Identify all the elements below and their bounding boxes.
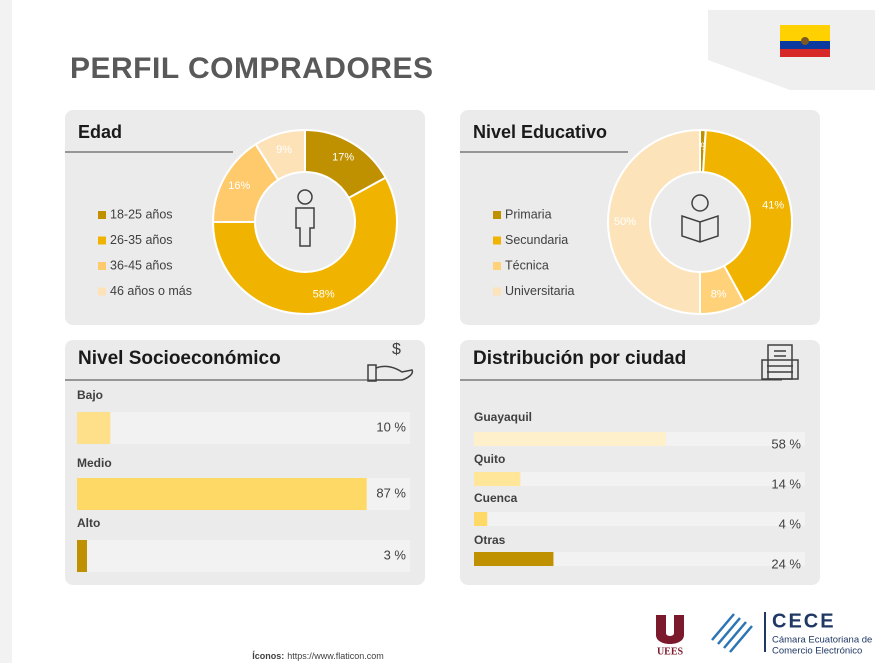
bar-track	[474, 552, 805, 566]
category-label: Bajo	[77, 388, 103, 402]
data-label: 9%	[276, 144, 292, 156]
legend-swatch	[493, 287, 501, 296]
legend-swatch	[493, 236, 501, 245]
footer: Íconos: https://www.flaticon.com	[252, 651, 384, 661]
legend-label: 26-35 años	[110, 233, 173, 247]
legend-label: Técnica	[505, 258, 549, 272]
data-label: 10 %	[376, 419, 406, 434]
data-label: 58%	[313, 289, 335, 301]
legend-label: Universitaria	[505, 284, 575, 298]
legend-label: 46 años o más	[110, 284, 192, 298]
chart-title: Distribución por ciudad	[473, 348, 686, 369]
legend-swatch	[98, 211, 106, 219]
page-title: PERFIL COMPRADORES	[70, 52, 433, 85]
category-label: Guayaquil	[474, 410, 532, 424]
legend-label: 36-45 años	[110, 258, 173, 272]
data-label: 41%	[762, 200, 784, 212]
chart-title: Edad	[78, 122, 122, 142]
donut-segment	[607, 128, 701, 316]
data-label: 24 %	[771, 556, 801, 571]
legend-swatch	[98, 287, 106, 296]
data-label: 3 %	[384, 547, 407, 562]
data-label: 14 %	[771, 476, 801, 491]
panel	[65, 340, 425, 585]
bar	[474, 472, 521, 486]
legend-swatch	[493, 262, 501, 270]
category-label: Medio	[77, 456, 112, 470]
legend-swatch	[493, 211, 501, 219]
reader-icon	[681, 194, 719, 243]
category-label: Otras	[474, 533, 506, 547]
bar-track	[474, 512, 805, 526]
legend-swatch	[98, 262, 106, 270]
data-label: 50%	[614, 216, 636, 228]
donut-segment	[254, 128, 306, 182]
category-label: Quito	[474, 452, 505, 466]
data-label: 17%	[332, 151, 354, 163]
legend-label: 18-25 años	[110, 207, 173, 221]
legend-label: Secundaria	[505, 233, 568, 247]
chart-title: Nivel Educativo	[473, 122, 607, 142]
person-icon	[295, 189, 315, 247]
bar	[77, 540, 87, 572]
flag	[780, 25, 830, 57]
logo-text: UEES	[657, 646, 684, 657]
svg-text:$: $	[392, 341, 401, 358]
bar	[77, 412, 111, 444]
donut-segment	[702, 129, 793, 304]
bar	[474, 512, 488, 526]
divider	[764, 612, 766, 652]
footer-url: https://www.flaticon.com	[287, 651, 384, 661]
data-label: 8%	[711, 289, 727, 301]
bar-track	[77, 412, 410, 444]
bar	[77, 478, 367, 510]
logo-text: Cámara Ecuatoriana de	[772, 635, 872, 646]
panel	[460, 340, 820, 585]
data-label: 87 %	[376, 485, 406, 500]
logo-text: Comercio Electrónico	[772, 646, 862, 657]
legend-swatch	[98, 236, 106, 245]
bar	[474, 432, 666, 446]
bar	[474, 552, 554, 566]
left-border	[0, 0, 12, 663]
bar-track	[474, 472, 805, 486]
cece-mark	[711, 613, 753, 653]
data-label: 58 %	[771, 436, 801, 451]
category-label: Alto	[77, 516, 100, 530]
chart-title: Nivel Socioeconómico	[78, 348, 281, 369]
building-icon	[761, 344, 799, 380]
data-label: 4 %	[779, 516, 802, 531]
footer-label: Íconos:	[252, 651, 284, 661]
uees-logo: UEES	[656, 615, 684, 657]
category-label: Cuenca	[474, 491, 518, 505]
donut-segment	[211, 176, 398, 315]
data-label: 16%	[228, 180, 250, 192]
money-hand-icon: $	[367, 341, 414, 382]
legend-label: Primaria	[505, 207, 552, 221]
logo-text: CECE	[772, 610, 836, 632]
bar-track	[77, 540, 410, 572]
